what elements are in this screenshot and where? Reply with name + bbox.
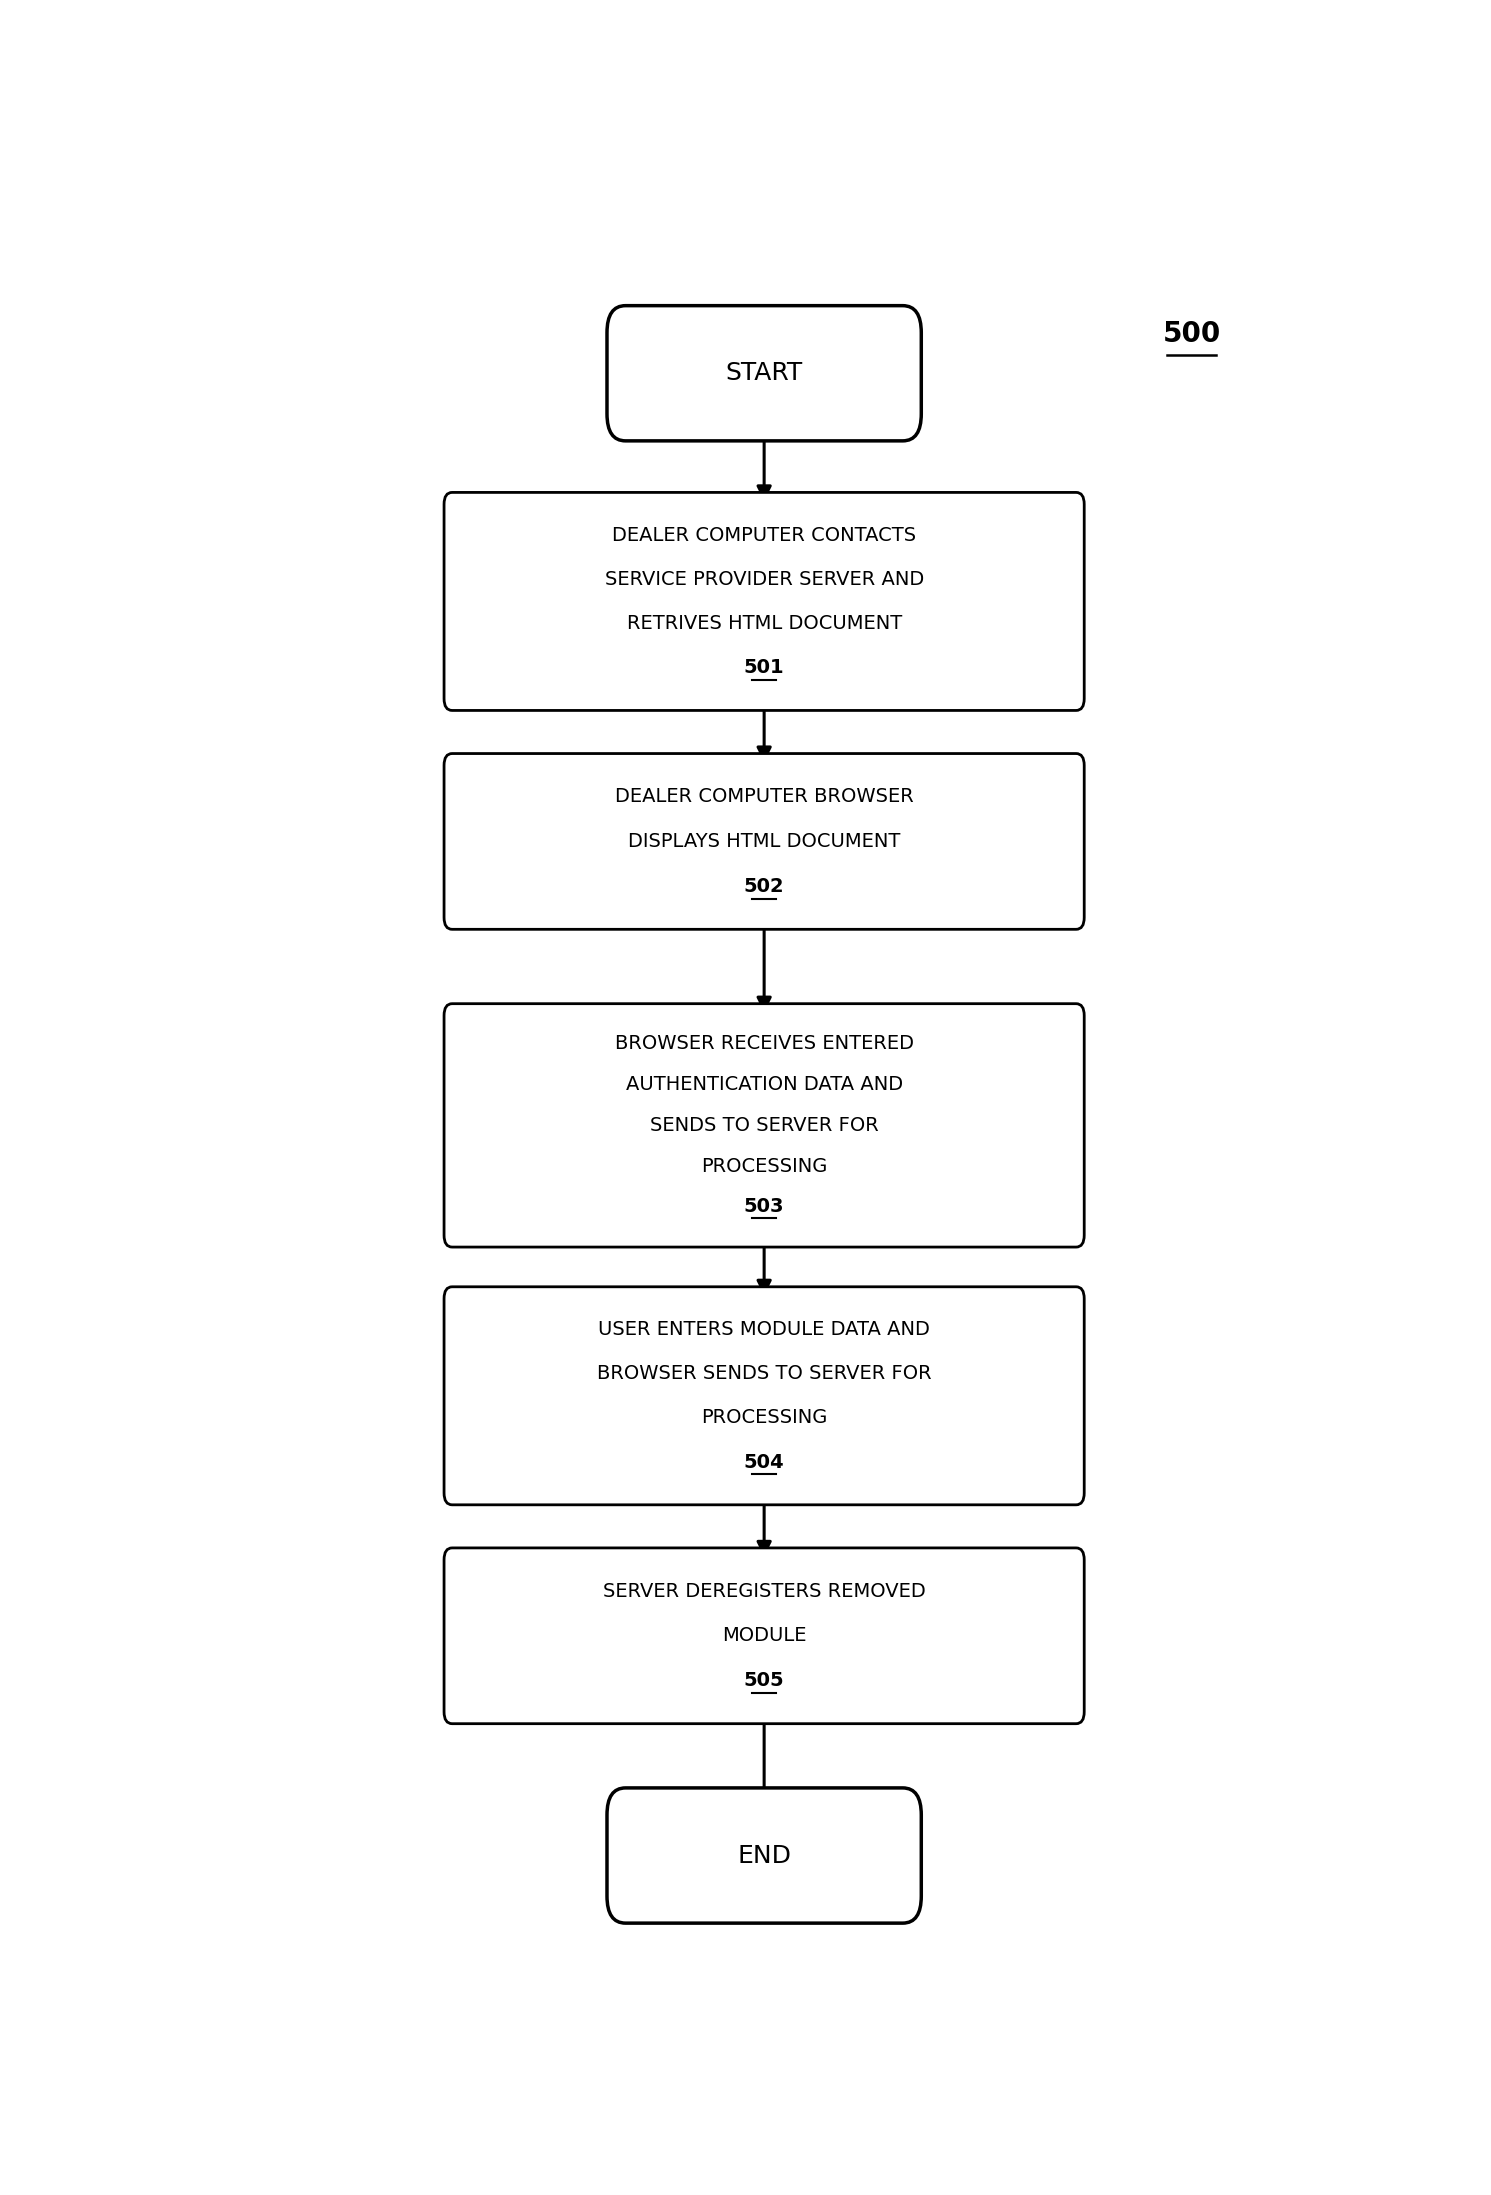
Text: DISPLAYS HTML DOCUMENT: DISPLAYS HTML DOCUMENT — [628, 832, 901, 852]
Text: PROCESSING: PROCESSING — [701, 1409, 828, 1427]
Text: 500: 500 — [1163, 320, 1221, 349]
FancyBboxPatch shape — [607, 1789, 921, 1923]
Text: PROCESSING: PROCESSING — [701, 1157, 828, 1177]
Text: SENDS TO SERVER FOR: SENDS TO SERVER FOR — [650, 1115, 878, 1135]
Text: DEALER COMPUTER BROWSER: DEALER COMPUTER BROWSER — [614, 788, 914, 806]
Text: 503: 503 — [744, 1196, 784, 1216]
FancyBboxPatch shape — [444, 1547, 1084, 1723]
FancyBboxPatch shape — [444, 1286, 1084, 1506]
Text: BROWSER SENDS TO SERVER FOR: BROWSER SENDS TO SERVER FOR — [596, 1365, 932, 1383]
Text: BROWSER RECEIVES ENTERED: BROWSER RECEIVES ENTERED — [614, 1034, 914, 1054]
Text: RETRIVES HTML DOCUMENT: RETRIVES HTML DOCUMENT — [626, 615, 902, 632]
FancyBboxPatch shape — [444, 753, 1084, 928]
Text: USER ENTERS MODULE DATA AND: USER ENTERS MODULE DATA AND — [598, 1319, 930, 1339]
Text: START: START — [726, 362, 802, 386]
FancyBboxPatch shape — [607, 305, 921, 441]
Text: 504: 504 — [744, 1453, 784, 1471]
Text: 505: 505 — [744, 1670, 784, 1690]
FancyBboxPatch shape — [444, 1003, 1084, 1247]
Text: DEALER COMPUTER CONTACTS: DEALER COMPUTER CONTACTS — [613, 525, 915, 544]
Text: AUTHENTICATION DATA AND: AUTHENTICATION DATA AND — [626, 1076, 902, 1093]
FancyBboxPatch shape — [444, 492, 1084, 711]
Text: SERVER DEREGISTERS REMOVED: SERVER DEREGISTERS REMOVED — [602, 1583, 926, 1600]
Text: SERVICE PROVIDER SERVER AND: SERVICE PROVIDER SERVER AND — [604, 571, 924, 588]
Text: 502: 502 — [744, 876, 784, 896]
Text: END: END — [737, 1844, 792, 1868]
Text: MODULE: MODULE — [722, 1626, 807, 1646]
Text: 501: 501 — [744, 658, 784, 678]
